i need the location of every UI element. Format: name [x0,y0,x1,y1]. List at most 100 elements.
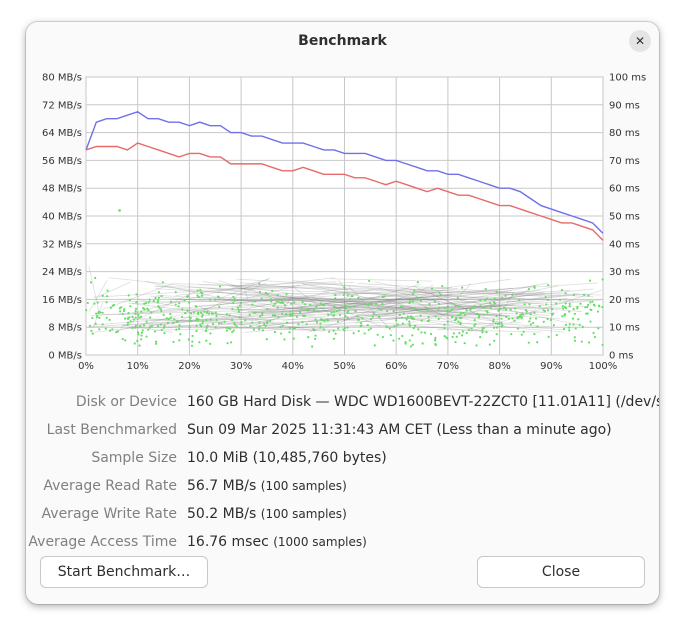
access-time-point [293,327,296,330]
access-time-point [304,303,307,306]
access-time-point [578,323,581,326]
access-time-point [194,305,197,308]
access-time-point [115,331,118,334]
access-time-point [238,304,241,307]
access-time-point [521,313,524,316]
access-time-point [332,337,336,340]
access-time-point [94,322,97,325]
access-time-point [134,324,137,327]
access-time-point [258,282,261,285]
y-left-tick-label: 40 MB/s [42,212,82,223]
access-time-point [588,279,592,282]
access-time-point [408,301,411,305]
access-time-point [459,322,462,326]
access-time-point [328,330,331,333]
access-time-point [174,291,177,294]
access-time-point [319,302,322,305]
access-time-point [249,324,252,328]
access-time-point [411,334,414,337]
access-time-point [424,306,427,309]
access-time-point [546,317,549,321]
access-time-point [163,332,166,335]
access-time-point [169,312,172,316]
access-time-point [334,332,337,335]
access-time-point [101,311,104,314]
access-time-point [197,295,200,299]
access-time-trace [251,289,571,315]
access-time-point [433,300,436,303]
access-time-point [333,305,336,308]
access-time-trace [149,317,499,321]
device-value: 160 GB Hard Disk — WDC WD1600BEVT-22ZCT0… [187,394,659,410]
access-time-point [503,306,506,309]
access-time-point [218,285,222,288]
access-time-trace [379,287,524,321]
y-left-tick-label: 8 MB/s [48,323,82,334]
info-label: Disk or Device [75,394,177,410]
access-time-point [465,309,468,312]
access-time-trace [207,287,502,316]
access-time-point [160,294,163,298]
access-time-point [589,320,592,323]
access-time-trace [244,299,602,333]
access-time-point [500,317,503,320]
access-time-point [272,304,275,307]
access-time-point [446,305,449,308]
access-time-point [555,333,558,337]
start-benchmark-button[interactable]: Start Benchmark… [40,556,208,588]
access-time-point [413,289,416,292]
access-time-point [177,305,180,308]
access-time-point [105,301,108,304]
close-icon[interactable]: ✕ [629,30,651,52]
access-time-trace [322,287,351,292]
access-time-point [196,289,199,292]
y-right-tick-label: 20 ms [609,295,640,306]
access-time-point [413,306,416,309]
access-time-point [205,311,209,314]
access-time-point [205,339,208,342]
close-button[interactable]: Close [477,556,645,588]
access-time-point [175,328,178,331]
access-time-point [500,325,503,328]
access-time-point [313,337,317,341]
access-time-point [266,308,269,311]
info-label: Average Read Rate [43,478,177,494]
access-time-point [470,327,473,330]
write-rate-value: 50.2 MB/s [187,506,257,522]
access-time-point [334,293,337,297]
access-time-point [273,330,277,334]
x-tick-label: 20% [178,361,200,372]
access-time-point [108,318,111,321]
access-time-trace [118,305,265,316]
access-time-point [592,331,595,334]
access-time-point [109,306,113,309]
access-time-point [451,308,454,311]
access-time-point [465,331,468,335]
access-time-point [346,311,349,314]
access-time-trace [171,299,364,302]
x-tick-label: 100% [589,361,618,372]
access-time-point [157,305,160,308]
access-time-point [477,316,480,319]
access-time-trace [155,288,431,306]
x-tick-label: 0% [78,361,94,372]
access-time-trace [256,304,515,327]
access-time-point [475,344,478,347]
access-time-point [322,328,325,331]
access-time-point [208,312,211,315]
access-time-point [89,281,93,284]
access-time-point [392,339,395,342]
access-time-point [522,330,525,333]
access-time-trace [449,289,530,323]
access-time-point [162,326,166,329]
access-time-point [285,312,288,316]
info-value: 10.0 MiB (10,485,760 bytes) [187,448,387,468]
access-time-point [227,326,230,330]
access-time-point [94,276,97,280]
access-time-trace [286,278,511,310]
access-time-trace [149,295,565,333]
access-time-point [338,313,342,317]
access-time-point [134,312,137,316]
access-time-point [438,306,441,309]
access-time-point [111,304,114,307]
